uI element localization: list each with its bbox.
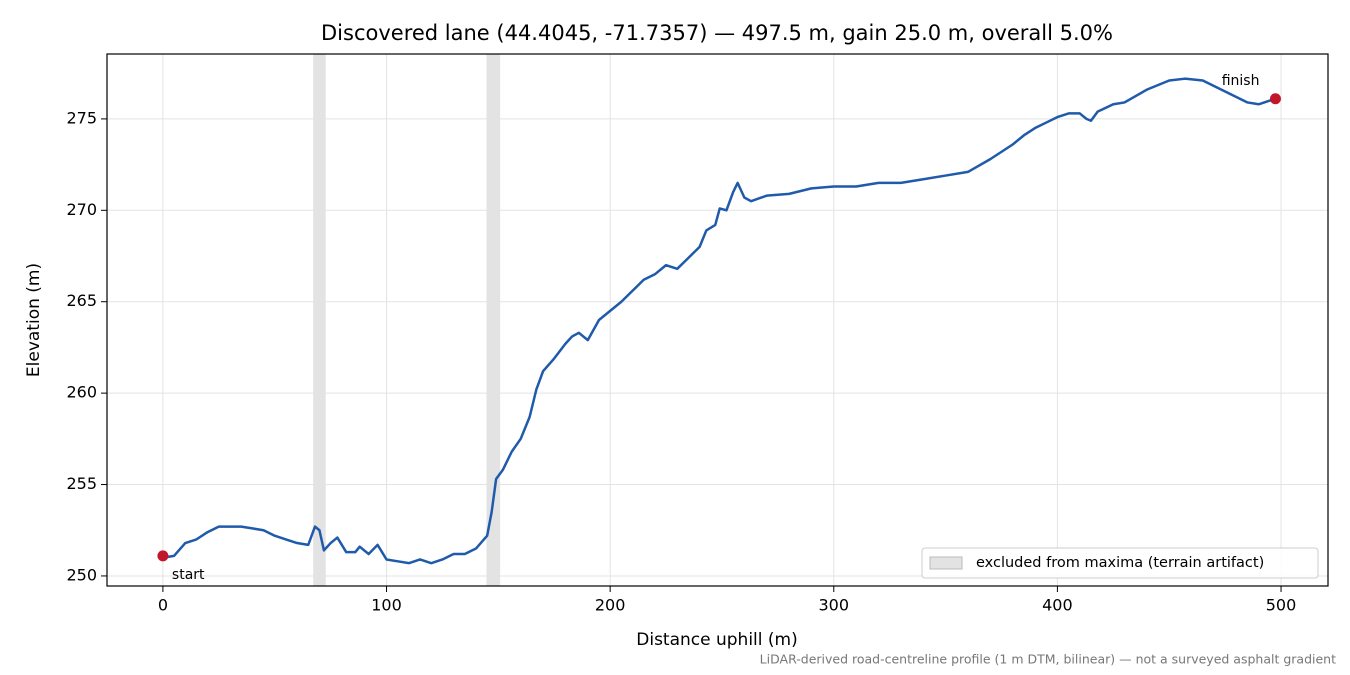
y-tick-label: 270 (66, 200, 97, 219)
x-tick-label: 0 (158, 596, 168, 615)
legend-label: excluded from maxima (terrain artifact) (976, 555, 1264, 571)
x-axis-label: Distance uphill (m) (636, 630, 797, 650)
endpoint-label: start (172, 567, 205, 583)
endpoint-marker (1269, 93, 1281, 105)
legend-swatch (929, 556, 963, 570)
x-tick-label: 300 (819, 596, 850, 615)
legend-box (921, 547, 1319, 579)
y-tick-label: 250 (66, 565, 97, 584)
plot-frame (106, 53, 1329, 587)
y-tick-label: 265 (66, 291, 97, 310)
x-tick-label: 100 (371, 596, 402, 615)
chart-title: Discovered lane (44.4045, -71.7357) — 49… (321, 21, 1113, 45)
x-tick-label: 500 (1266, 596, 1297, 615)
x-tick-label: 400 (1042, 596, 1073, 615)
y-tick-label: 275 (66, 108, 97, 127)
x-tick-label: 200 (595, 596, 626, 615)
y-tick-label: 255 (66, 474, 97, 493)
elevation-line (162, 77, 1276, 565)
excluded-span (313, 54, 326, 586)
y-axis-label: Elevation (m) (24, 263, 44, 377)
excluded-span (486, 54, 501, 586)
endpoint-label: finish (1222, 73, 1260, 89)
endpoint-marker (157, 550, 169, 562)
footnote: LiDAR-derived road-centreline profile (1… (760, 652, 1336, 667)
y-tick-label: 260 (66, 383, 97, 402)
